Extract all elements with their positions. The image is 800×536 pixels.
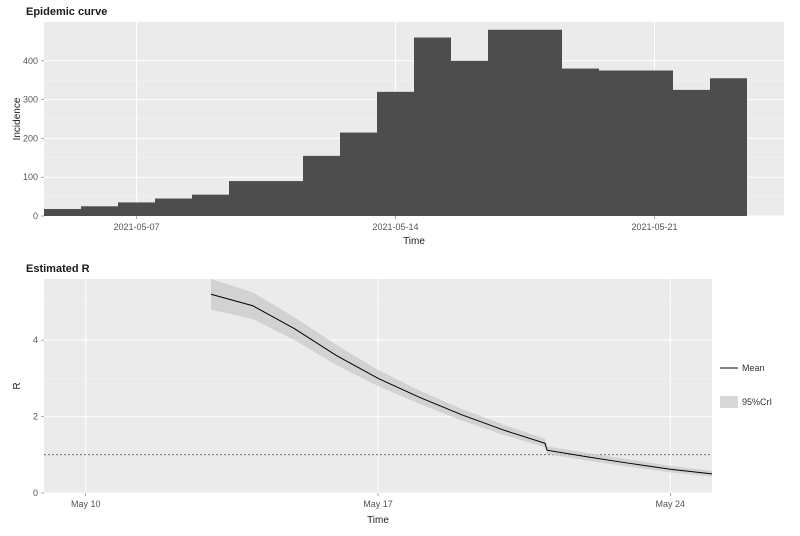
bar — [451, 61, 488, 216]
estimated-r-title: Estimated R — [26, 263, 792, 275]
bar — [44, 209, 81, 216]
svg-text:May 17: May 17 — [363, 499, 393, 509]
svg-text:May 10: May 10 — [71, 499, 101, 509]
bar — [525, 30, 562, 216]
bar — [710, 78, 747, 216]
svg-text:200: 200 — [23, 133, 38, 143]
svg-text:100: 100 — [23, 172, 38, 182]
epidemic-curve-title: Epidemic curve — [26, 6, 792, 18]
svg-text:0: 0 — [33, 488, 38, 498]
bar — [118, 202, 155, 216]
bar — [192, 195, 229, 216]
bar — [673, 90, 710, 216]
bar — [81, 206, 118, 216]
bar — [340, 133, 377, 216]
bar — [562, 69, 599, 216]
svg-text:300: 300 — [23, 95, 38, 105]
x-axis-label: Time — [367, 515, 389, 526]
svg-text:2021-05-14: 2021-05-14 — [372, 222, 418, 232]
svg-text:4: 4 — [33, 335, 38, 345]
legend: Mean 95%CrI — [720, 363, 772, 408]
bar — [266, 181, 303, 216]
bar — [599, 71, 636, 217]
bar — [377, 92, 414, 216]
x-axis-label: Time — [403, 236, 425, 247]
y-axis-label: R — [12, 382, 23, 389]
epidemic-curve-svg: 0 100 200 300 400 2021-05-07 2021-05-14 2021-05… — [8, 20, 792, 248]
bar — [155, 199, 192, 216]
estimated-r-figure: Estimated R 0 2 4 May 10 May 17 May 24 Time R Me… — [0, 257, 800, 536]
svg-text:2: 2 — [33, 412, 38, 422]
legend-label: Mean — [742, 363, 765, 373]
legend-label: 95%CrI — [742, 397, 772, 407]
y-axis-label: Incidence — [12, 97, 23, 140]
svg-text:2021-05-21: 2021-05-21 — [631, 222, 677, 232]
bar — [229, 181, 266, 216]
bar — [303, 156, 340, 216]
svg-text:2021-05-07: 2021-05-07 — [113, 222, 159, 232]
svg-text:May 24: May 24 — [655, 499, 685, 509]
epidemic-curve-panel: 0 100 200 300 400 2021-05-07 2021-05-14 2021-05… — [8, 20, 792, 253]
bar — [414, 38, 451, 216]
epidemic-curve-figure: Epidemic curve 0 100 200 300 400 2021-05-07 20… — [0, 0, 800, 257]
svg-text:0: 0 — [33, 211, 38, 221]
svg-text:400: 400 — [23, 56, 38, 66]
bar — [636, 71, 673, 217]
estimated-r-svg: 0 2 4 May 10 May 17 May 24 Time R Mean 95%CrI — [8, 277, 792, 527]
bar — [488, 30, 525, 216]
estimated-r-panel: 0 2 4 May 10 May 17 May 24 Time R Mean 95%CrI — [8, 277, 792, 532]
